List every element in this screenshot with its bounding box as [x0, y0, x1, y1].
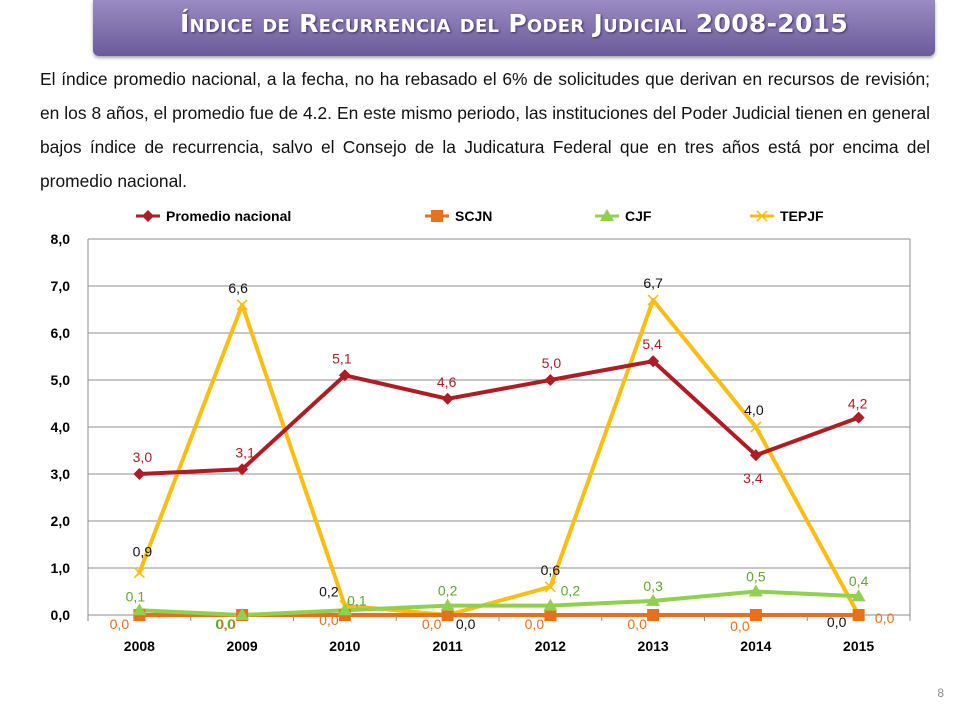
data-point-marker [236, 463, 249, 476]
data-point-marker [338, 369, 351, 382]
data-point-marker [749, 449, 762, 462]
data-label: 0,0 [875, 610, 895, 626]
data-label: 0,0 [215, 616, 235, 632]
data-point-marker [544, 609, 557, 621]
data-point-marker [852, 609, 865, 621]
data-point-marker [543, 598, 558, 611]
x-tick-label: 2009 [227, 638, 258, 654]
data-label: 0,9 [133, 544, 153, 560]
data-label: 0,2 [561, 583, 581, 599]
data-point-marker [440, 598, 455, 611]
page-number: 8 [937, 686, 944, 700]
data-label: 0,5 [746, 569, 766, 585]
data-label: 0,6 [541, 562, 561, 578]
data-point-marker [852, 411, 865, 424]
data-point-marker [647, 294, 659, 306]
series-line-tepjf [137, 298, 861, 617]
y-tick-label: 5,0 [51, 372, 71, 388]
x-tick-label: 2008 [124, 638, 155, 654]
legend-label: Promedio nacional [166, 208, 291, 224]
data-label: 0,0 [456, 616, 476, 632]
y-tick-label: 1,0 [51, 560, 71, 576]
data-point-marker [133, 468, 146, 480]
data-point-marker [337, 603, 352, 616]
data-label: 0,0 [110, 616, 130, 632]
series-line-cjf [137, 589, 861, 617]
chart-markers [132, 294, 866, 621]
data-label: 5,1 [332, 350, 352, 366]
legend-marker [600, 209, 614, 221]
data-point-marker [748, 584, 763, 597]
data-point-marker [235, 608, 250, 620]
data-label: 3,1 [235, 444, 255, 460]
y-tick-label: 7,0 [51, 278, 71, 294]
chart-series-lines [137, 298, 861, 617]
data-point-marker [647, 355, 660, 368]
data-label: 6,7 [643, 275, 663, 291]
slide-title: Índice de Recurrencia del Poder Judicial… [179, 9, 849, 38]
data-label: 0,0 [730, 618, 750, 634]
data-label: 0,0 [216, 616, 236, 632]
y-tick-label: 0,0 [51, 607, 71, 623]
x-tick-label: 2014 [740, 638, 771, 654]
data-point-marker [441, 392, 454, 405]
legend-marker [142, 210, 154, 222]
data-label: 0,1 [347, 592, 367, 608]
x-tick-label: 2010 [329, 638, 360, 654]
y-tick-label: 4,0 [51, 419, 71, 435]
data-point-marker [647, 609, 660, 621]
intro-paragraph: El índice promedio nacional, a la fecha,… [40, 69, 930, 191]
chart-gridlines [88, 238, 910, 569]
data-label: 0,4 [849, 573, 869, 589]
data-point-marker [749, 609, 762, 621]
chart-axes: 0,0 1,0 2,0 3,0 4,0 5,0 6,0 7,0 8,0 2008 2009 2010 2… [51, 231, 911, 654]
data-point-marker [441, 609, 454, 621]
data-point-marker [544, 374, 557, 386]
chart-data-labels: 3,0 3,1 5,1 4,6 5,0 5,4 3,4 4,2 0,0 0,0 0,0 0,0 0,0 0… [110, 275, 895, 634]
data-label: 5,0 [542, 355, 562, 371]
data-label: 0,0 [422, 616, 442, 632]
data-point-marker [133, 567, 145, 579]
y-tick-label: 8,0 [51, 231, 71, 247]
data-point-marker [236, 299, 248, 311]
x-tick-label: 2011 [432, 638, 463, 654]
legend-label: SCJN [455, 208, 492, 224]
data-label: 4,6 [437, 374, 457, 390]
data-label: 3,4 [743, 470, 763, 486]
legend-marker [431, 210, 443, 222]
y-tick-label: 6,0 [51, 325, 71, 341]
series-line-promedio-nacional [137, 359, 861, 476]
data-point-marker [544, 581, 556, 593]
data-label: 3,0 [133, 449, 153, 465]
data-point-marker [132, 603, 147, 616]
legend-label: TEPJF [780, 208, 824, 224]
data-label: 0,0 [319, 612, 339, 628]
y-tick-label: 2,0 [51, 513, 71, 529]
data-label: 0,0 [627, 616, 647, 632]
data-label: 5,4 [642, 336, 662, 352]
data-label: 0,0 [827, 614, 847, 630]
x-tick-label: 2015 [843, 638, 874, 654]
data-label: 0,3 [643, 578, 663, 594]
data-label: 0,0 [525, 616, 545, 632]
y-tick-label: 3,0 [51, 466, 71, 482]
x-tick-label: 2012 [535, 638, 566, 654]
data-label: 0,1 [126, 588, 146, 604]
legend-label: CJF [625, 208, 652, 224]
data-label: 6,6 [228, 280, 248, 296]
data-label: 0,2 [438, 583, 458, 599]
chart-legend: Promedio nacional SCJN CJF TEPJF [136, 208, 824, 224]
x-tick-label: 2013 [638, 638, 669, 654]
title-bar: Índice de Recurrencia del Poder Judicial… [93, 0, 935, 56]
data-point-marker [646, 593, 661, 606]
data-label: 4,2 [848, 396, 868, 412]
data-label: 0,2 [319, 584, 339, 600]
data-label: 4,0 [744, 402, 764, 418]
legend-marker [756, 210, 768, 222]
data-point-marker [750, 421, 762, 433]
data-point-marker [851, 589, 866, 602]
